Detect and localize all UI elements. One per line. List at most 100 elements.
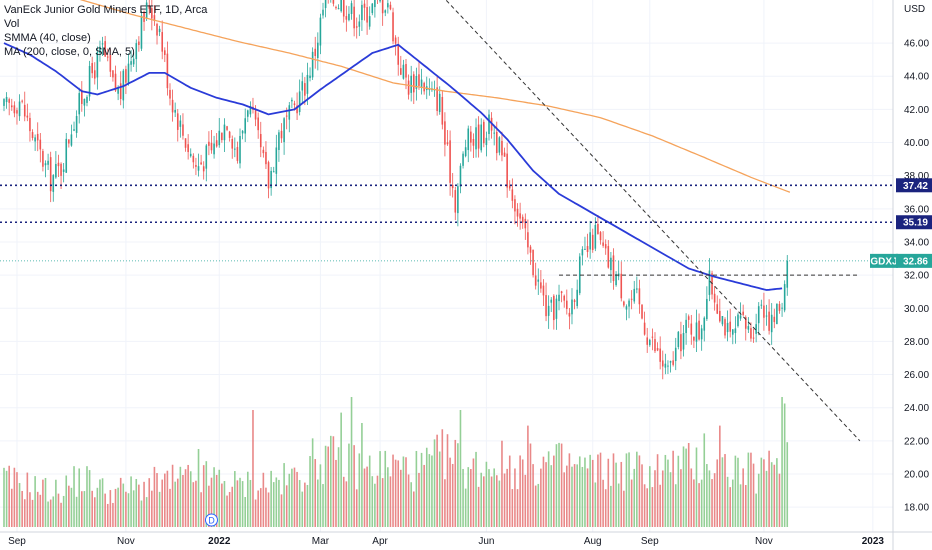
volume-bar — [70, 487, 73, 527]
candle — [42, 148, 44, 172]
candle — [690, 314, 693, 345]
volume-bar — [270, 470, 272, 527]
candle-body — [355, 26, 358, 28]
symbol-price-tag[interactable]: GDXJ 32.86 — [870, 253, 932, 268]
candle — [44, 160, 47, 178]
candle-body — [641, 304, 643, 319]
volume-bar — [586, 468, 589, 527]
candle-body — [106, 56, 109, 58]
candle-body — [70, 134, 73, 146]
volume-bar — [521, 459, 524, 527]
candle — [353, 0, 355, 37]
candle-body — [418, 74, 420, 86]
volume-bar — [254, 499, 257, 527]
candle — [467, 125, 470, 163]
candle — [86, 95, 88, 107]
candle-body — [182, 124, 184, 136]
volume-bar — [231, 486, 234, 527]
candle — [226, 125, 228, 132]
volume-bar — [685, 448, 687, 527]
volume-bar — [179, 466, 182, 527]
candle — [135, 39, 138, 73]
volume-bar — [441, 429, 444, 527]
candle-body — [88, 66, 91, 97]
volume-bar — [589, 454, 591, 527]
candle — [18, 94, 21, 121]
candle-body — [695, 322, 698, 342]
candle — [47, 153, 49, 170]
candle — [661, 350, 664, 380]
volume-bar — [677, 455, 680, 527]
volume-bar — [68, 485, 70, 527]
candle — [202, 161, 205, 180]
candle-body — [138, 41, 140, 46]
candle — [643, 311, 646, 336]
candle-body — [140, 15, 143, 49]
candle-body — [259, 134, 262, 148]
candle-body — [18, 101, 21, 117]
candle — [620, 261, 623, 302]
candle-body — [721, 316, 724, 325]
candle — [786, 255, 789, 296]
candle-body — [410, 75, 412, 93]
candle-body — [275, 147, 278, 174]
volume-bar — [423, 464, 425, 527]
volume-bar — [661, 470, 664, 527]
candle — [384, 9, 387, 17]
volume-bar — [402, 456, 405, 527]
indicator-layer — [3, 0, 791, 291]
candle — [454, 186, 457, 221]
candle-body — [747, 326, 750, 330]
legend-volume[interactable]: Vol — [4, 18, 20, 30]
y-tick-label: 30.00 — [904, 304, 929, 315]
candle — [589, 220, 591, 259]
candle-body — [573, 300, 576, 302]
legend-smma[interactable]: SMMA (40, close) — [4, 32, 91, 44]
y-tick-label: 38.00 — [904, 171, 929, 182]
volume-bar — [747, 452, 750, 527]
candle — [765, 304, 768, 326]
volume-bar — [275, 477, 278, 527]
candle — [106, 48, 109, 62]
candle — [729, 308, 731, 338]
candle — [648, 338, 651, 347]
candle — [241, 130, 244, 140]
y-tick-label: 46.00 — [904, 39, 929, 50]
candle-body — [218, 130, 221, 146]
volume-bar — [112, 502, 114, 527]
candle — [654, 332, 656, 354]
level-price-tag[interactable]: 37.42 — [896, 178, 932, 193]
drawing-layer[interactable]: D — [0, 0, 893, 527]
volume-bar — [457, 443, 459, 527]
candle — [184, 138, 187, 152]
legend-title[interactable]: VanEck Junior Gold Miners ETF, 1D, Arca — [4, 4, 208, 16]
candle-body — [205, 145, 208, 169]
candle-body — [464, 147, 467, 157]
volume-bar — [88, 470, 91, 527]
level-price-tag[interactable]: 35.19 — [896, 215, 932, 230]
candle-body — [374, 0, 376, 8]
volume-bar — [215, 474, 218, 527]
volume-bar — [737, 457, 739, 527]
dividend-circle[interactable] — [204, 513, 218, 527]
volume-bar — [566, 465, 568, 527]
candle — [298, 79, 301, 116]
candle — [776, 303, 778, 325]
legend-ma[interactable]: MA (200, close, 0, SMA, 5) — [4, 46, 135, 58]
volume-bar — [283, 463, 285, 527]
downtrend-line[interactable] — [432, 0, 861, 442]
candle — [731, 329, 734, 345]
candle-body — [397, 44, 400, 65]
candle — [239, 128, 241, 169]
candle — [148, 0, 151, 15]
volume-bar — [151, 490, 153, 527]
dividend-marker[interactable]: D — [204, 513, 218, 527]
candle — [374, 0, 376, 18]
candle-body — [415, 75, 418, 89]
volume-bar — [664, 454, 667, 527]
candle-body — [265, 151, 267, 165]
candle — [127, 53, 130, 86]
candle-body — [555, 298, 558, 319]
